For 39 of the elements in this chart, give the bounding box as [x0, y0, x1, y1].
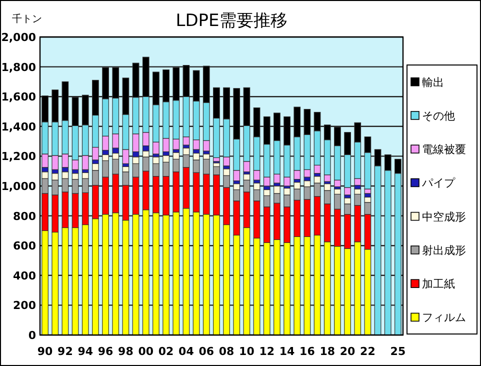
legend-label: 加工紙: [422, 278, 455, 291]
y-tick-label: 1,600: [1, 90, 36, 104]
x-tick-label: 14: [279, 345, 296, 358]
x-tick-label: 92: [58, 345, 73, 358]
x-tick-label: 94: [78, 345, 94, 358]
y-tick-label: 400: [13, 269, 36, 282]
y-tick-label: 0: [28, 329, 36, 342]
y-tick-label: 600: [13, 240, 36, 253]
x-tick-label: 00: [138, 345, 154, 358]
legend-label: 電線被覆: [422, 143, 466, 156]
x-tick-label: 16: [300, 345, 316, 358]
y-tick-label: 2,000: [1, 31, 36, 44]
legend-label: フィルム: [422, 311, 466, 324]
x-tick-label: 02: [158, 345, 174, 358]
legend-label: その他: [422, 109, 455, 122]
chart-title: LDPE需要推移: [176, 11, 288, 31]
y-tick-label: 800: [13, 210, 36, 223]
x-tick-label: 96: [98, 345, 114, 358]
x-tick-label: 06: [198, 345, 214, 358]
y-tick-label: 200: [13, 299, 36, 312]
legend-label: 輸出: [422, 76, 444, 89]
y-tick-label: 1,800: [1, 60, 36, 74]
x-tick-label: 08: [218, 345, 234, 358]
legend-label: 射出成形: [422, 244, 466, 257]
y-tick-label: 1,400: [1, 120, 36, 134]
legend-label: パイプ: [421, 176, 456, 190]
x-tick-label: 04: [178, 345, 194, 358]
x-tick-label: 98: [118, 345, 134, 358]
x-tick-label: 20: [340, 345, 356, 358]
y-tick-label: 1,200: [1, 150, 36, 164]
x-tick-label: 12: [259, 345, 275, 358]
y-axis-title: 千トン: [12, 13, 42, 25]
x-tick-label: 22: [360, 345, 376, 358]
x-tick-label: 10: [239, 345, 255, 358]
legend-label: 中空成形: [422, 210, 466, 224]
x-tick-label: 25: [390, 345, 406, 358]
y-tick-label: 1,000: [1, 180, 36, 193]
x-tick-label: 18: [320, 345, 336, 358]
x-tick-label: 90: [37, 345, 54, 358]
